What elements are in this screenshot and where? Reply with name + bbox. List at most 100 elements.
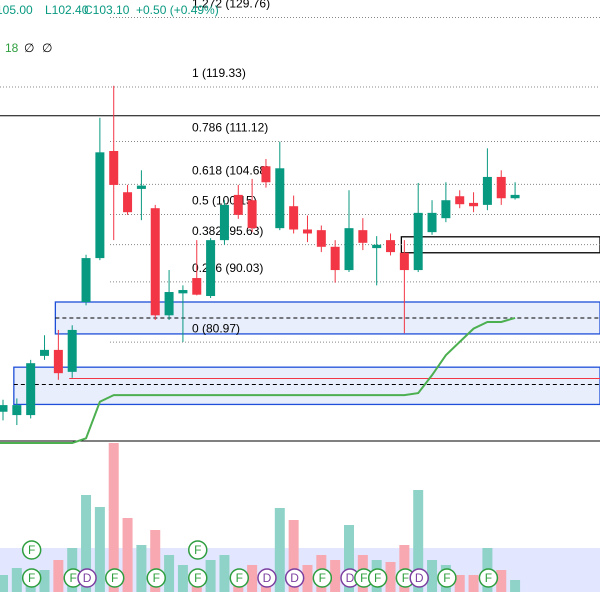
- volume-bar: [81, 495, 92, 592]
- ohlc-header: C103.10: [84, 3, 130, 17]
- indicator-header: ∅: [24, 41, 34, 55]
- fib-label: 0.618 (104.68): [192, 164, 270, 178]
- event-label: D: [263, 571, 272, 585]
- candle-body: [316, 230, 326, 247]
- event-marker: [188, 540, 208, 560]
- event-marker: [77, 568, 97, 588]
- candle-body: [26, 363, 36, 416]
- candle-body: [109, 150, 119, 185]
- candle-body: [441, 200, 451, 219]
- candle-body: [247, 200, 257, 229]
- event-label: F: [443, 571, 450, 585]
- candle-body: [81, 258, 91, 302]
- volume-bar: [427, 560, 438, 592]
- indicator-header: 18: [5, 41, 19, 55]
- event-label: F: [111, 571, 118, 585]
- event-label: F: [374, 571, 381, 585]
- candle-body: [413, 212, 423, 271]
- event-label: D: [346, 571, 355, 585]
- candle-body: [261, 166, 271, 183]
- event-marker: [104, 568, 125, 588]
- candle-body: [12, 405, 22, 416]
- volume-bar: [302, 565, 313, 592]
- candle-body: [275, 168, 285, 229]
- volume-bar: [247, 565, 258, 592]
- candle-body: [455, 196, 465, 205]
- candle-body: [482, 176, 492, 205]
- volume-bar: [94, 507, 105, 592]
- volume-bar: [468, 575, 479, 592]
- event-marker: [21, 568, 42, 588]
- candle-body: [399, 252, 409, 271]
- candle-body: [40, 349, 50, 356]
- event-label: F: [70, 571, 77, 585]
- event-marker: [367, 568, 388, 588]
- zone: [13, 366, 600, 406]
- fib-label: 0 (80.97): [192, 321, 240, 335]
- candle-body: [344, 228, 354, 271]
- event-marker: [409, 568, 429, 588]
- event-marker: [284, 568, 305, 588]
- candle-body: [123, 192, 133, 213]
- volume-bar: [454, 575, 465, 592]
- event-label: F: [360, 571, 367, 585]
- volume-bar: [164, 555, 175, 592]
- event-label: F: [194, 571, 201, 585]
- fib-label: 1 (119.33): [192, 66, 246, 80]
- candle-body: [206, 240, 216, 297]
- event-marker: [188, 568, 208, 588]
- volume-bar: [510, 580, 521, 592]
- candle-body: [496, 176, 506, 199]
- candle-body: [164, 292, 174, 316]
- volume-bar: [177, 565, 188, 592]
- volume-bar: [385, 562, 396, 592]
- event-marker: [146, 568, 166, 588]
- event-label: F: [319, 571, 326, 585]
- event-marker: [312, 568, 333, 588]
- event-marker: [229, 568, 250, 588]
- indicator-header: ∅: [42, 41, 52, 55]
- volume-bar: [205, 560, 216, 592]
- volume-bar: [219, 555, 230, 592]
- candle-body: [302, 229, 312, 234]
- volume-bar: [150, 530, 161, 592]
- event-label: D: [290, 571, 299, 585]
- volume-bar: [108, 443, 119, 592]
- candle-body: [53, 349, 63, 374]
- event-marker: [21, 540, 42, 560]
- candle-body: [289, 206, 299, 230]
- candle-body: [0, 405, 8, 412]
- fib-label: 0.236 (90.03): [192, 261, 263, 275]
- candle-body: [469, 202, 479, 207]
- volume-bar: [496, 570, 507, 592]
- candle-body: [427, 212, 437, 233]
- event-label: F: [485, 571, 492, 585]
- volume-bar: [288, 520, 299, 592]
- volume-bar: [11, 568, 22, 592]
- candle-body: [178, 290, 188, 294]
- candle-body: [233, 194, 243, 215]
- event-marker: [257, 568, 277, 588]
- candle-body: [192, 278, 202, 295]
- event-label: F: [28, 571, 35, 585]
- event-label: F: [153, 571, 160, 585]
- ohlc-header: +0.50 (+0.49%): [136, 3, 219, 17]
- candle-body: [136, 185, 146, 189]
- volume-bar: [53, 560, 64, 592]
- candle-body: [219, 204, 229, 241]
- zone: [54, 301, 600, 335]
- candle-body: [358, 230, 368, 243]
- candle-body: [330, 246, 340, 271]
- event-label: F: [28, 543, 35, 557]
- event-marker: [478, 568, 499, 588]
- candle-body: [95, 152, 105, 259]
- volume-bar: [330, 560, 341, 592]
- event-label: F: [194, 543, 201, 557]
- volume-bar: [122, 518, 133, 592]
- candle-body: [372, 244, 382, 249]
- candle-body: [150, 208, 160, 316]
- fib-label: 0.786 (111.12): [192, 121, 268, 135]
- fib-label: 1.272 (129.76): [192, 0, 270, 11]
